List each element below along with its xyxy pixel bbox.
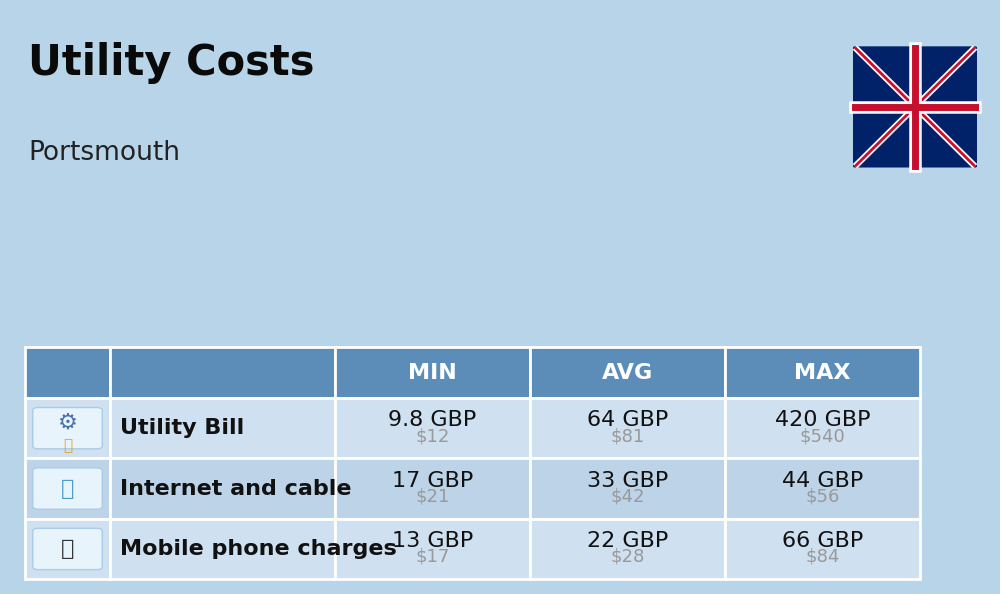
Text: Mobile phone charges: Mobile phone charges [120,539,397,559]
FancyBboxPatch shape [33,468,102,509]
FancyBboxPatch shape [530,347,725,398]
Text: 66 GBP: 66 GBP [782,531,863,551]
Text: MAX: MAX [794,363,851,383]
FancyBboxPatch shape [335,459,530,519]
Text: $12: $12 [415,427,450,445]
FancyBboxPatch shape [110,398,335,459]
Text: 44 GBP: 44 GBP [782,470,863,491]
Text: $17: $17 [415,548,450,566]
FancyBboxPatch shape [725,398,920,459]
Text: Utility Costs: Utility Costs [28,42,314,84]
FancyBboxPatch shape [25,398,110,459]
FancyBboxPatch shape [33,407,102,449]
Text: ⚙: ⚙ [58,412,78,432]
Text: $81: $81 [610,427,645,445]
FancyBboxPatch shape [725,519,920,579]
Text: 33 GBP: 33 GBP [587,470,668,491]
Text: 17 GBP: 17 GBP [392,470,473,491]
Text: 📱: 📱 [61,539,74,559]
FancyBboxPatch shape [33,528,102,570]
FancyBboxPatch shape [25,459,110,519]
FancyBboxPatch shape [725,347,920,398]
Text: $56: $56 [805,488,840,505]
FancyBboxPatch shape [853,46,977,168]
Text: Internet and cable: Internet and cable [120,479,352,498]
Text: 420 GBP: 420 GBP [775,410,870,430]
FancyBboxPatch shape [110,459,335,519]
Text: 9.8 GBP: 9.8 GBP [388,410,477,430]
FancyBboxPatch shape [110,519,335,579]
Text: 22 GBP: 22 GBP [587,531,668,551]
Text: AVG: AVG [602,363,653,383]
Text: Utility Bill: Utility Bill [120,418,244,438]
FancyBboxPatch shape [530,459,725,519]
Text: $21: $21 [415,488,450,505]
FancyBboxPatch shape [110,347,335,398]
Text: $42: $42 [610,488,645,505]
Text: 📡: 📡 [61,479,74,498]
FancyBboxPatch shape [25,347,110,398]
Text: $84: $84 [805,548,840,566]
Text: $540: $540 [800,427,845,445]
FancyBboxPatch shape [335,347,530,398]
FancyBboxPatch shape [335,398,530,459]
FancyBboxPatch shape [335,519,530,579]
FancyBboxPatch shape [530,398,725,459]
Text: 🔌: 🔌 [63,438,72,453]
Text: 13 GBP: 13 GBP [392,531,473,551]
FancyBboxPatch shape [25,519,110,579]
Text: MIN: MIN [408,363,457,383]
Text: $28: $28 [610,548,645,566]
FancyBboxPatch shape [725,459,920,519]
Text: 64 GBP: 64 GBP [587,410,668,430]
FancyBboxPatch shape [530,519,725,579]
Text: Portsmouth: Portsmouth [28,140,180,166]
